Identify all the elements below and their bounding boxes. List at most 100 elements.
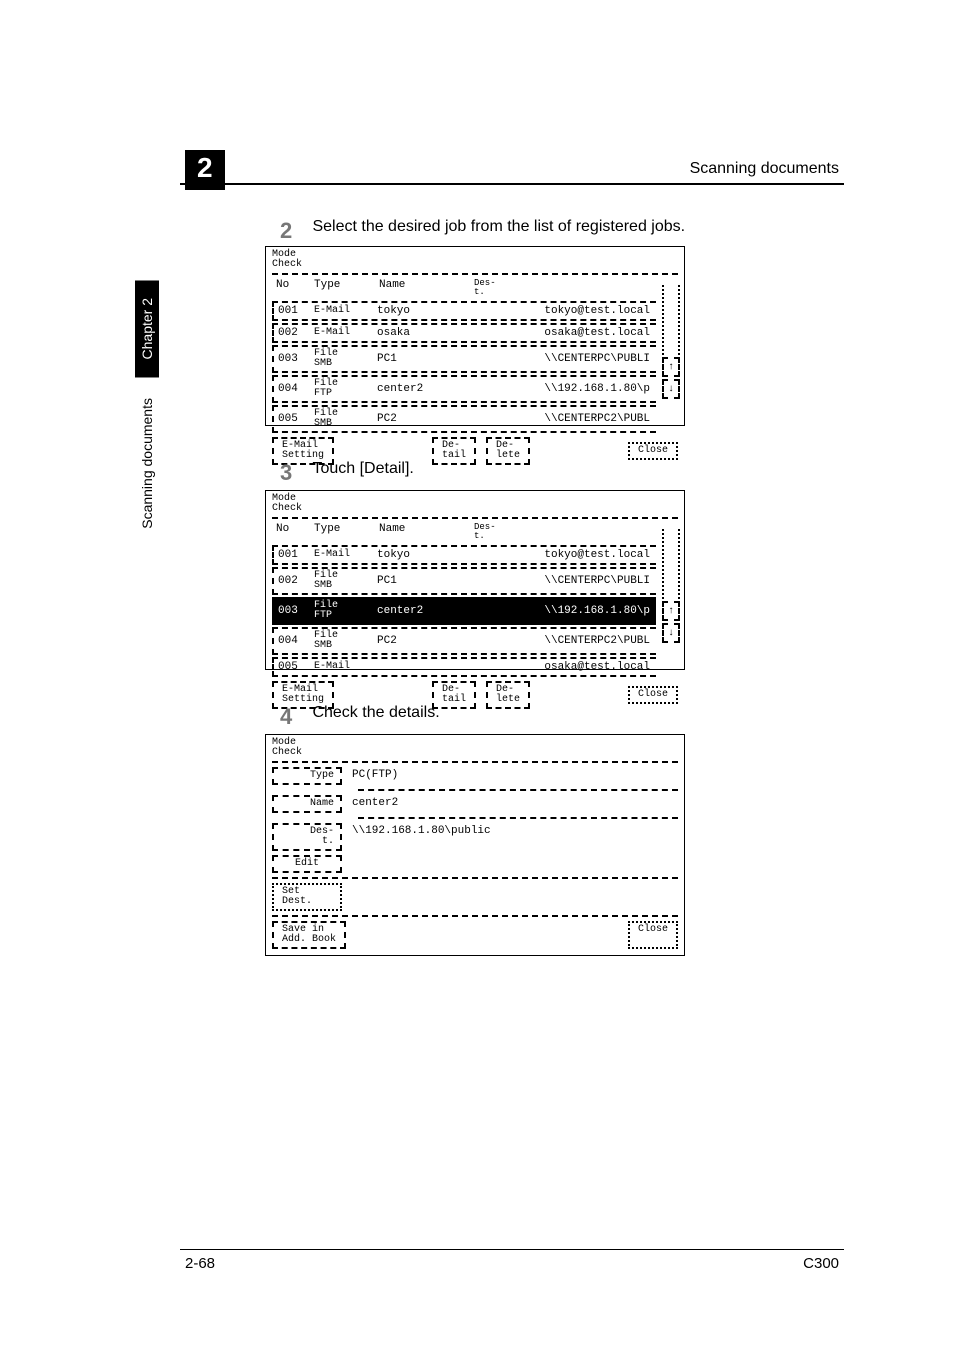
- cell-name: tokyo: [373, 547, 466, 563]
- scroll-up-button[interactable]: ↑: [662, 601, 680, 621]
- table-row[interactable]: 001E-Mailtokyotokyo@test.local: [272, 301, 656, 321]
- cell-type: E-Mail: [310, 304, 373, 318]
- table-row[interactable]: 002E-Mailosakaosaka@test.local: [272, 323, 656, 343]
- cell-type: E-Mail: [310, 660, 373, 674]
- table-row[interactable]: 002File SMBPC1\\CENTERPC\PUBLI: [272, 567, 656, 595]
- close-button[interactable]: Close: [628, 921, 678, 949]
- footer-rule: [180, 1249, 844, 1250]
- field-name-label: Name: [272, 795, 342, 813]
- scroll-track: [662, 529, 680, 599]
- table-row[interactable]: 001E-Mailtokyotokyo@test.local: [272, 545, 656, 565]
- panel-2-title: Mode Check: [266, 491, 684, 515]
- cell-type: File FTP: [310, 377, 373, 401]
- table-row[interactable]: 004File FTPcenter2\\192.168.1.80\p: [272, 375, 656, 403]
- cell-no: 001: [274, 303, 310, 319]
- step-2-text: Select the desired job from the list of …: [312, 218, 685, 236]
- scroll-down-button[interactable]: ↓: [662, 379, 680, 399]
- field-dest-label: Des- t.: [272, 823, 342, 851]
- cell-dest: \\192.168.1.80\p: [466, 603, 656, 619]
- divider: [272, 877, 678, 879]
- col-name: Name: [375, 521, 470, 543]
- cell-name: tokyo: [373, 303, 466, 319]
- close-button[interactable]: Close: [628, 442, 678, 460]
- table-row[interactable]: 004File SMBPC2\\CENTERPC2\PUBL: [272, 627, 656, 655]
- cell-dest: \\CENTERPC\PUBLI: [466, 573, 656, 589]
- side-chapter-tab: Chapter 2: [135, 280, 159, 377]
- cell-name: center2: [373, 381, 466, 397]
- table-row[interactable]: 005E-Mail osaka@test.local: [272, 657, 656, 677]
- cell-name: PC2: [373, 633, 466, 649]
- col-no: No: [272, 521, 310, 543]
- table-row[interactable]: 003File FTPcenter2\\192.168.1.80\p: [272, 597, 656, 625]
- cell-name: PC1: [373, 573, 466, 589]
- close-button[interactable]: Close: [628, 686, 678, 704]
- cell-name: [373, 665, 466, 669]
- mode-check-panel-1: Mode Check No Type Name Des- t. 001E-Mai…: [265, 246, 685, 426]
- col-type: Type: [310, 521, 375, 543]
- cell-dest: osaka@test.local: [466, 325, 656, 341]
- cell-type: File SMB: [310, 629, 373, 653]
- scroll-track: [662, 285, 680, 355]
- cell-no: 004: [274, 381, 310, 397]
- cell-type: E-Mail: [310, 326, 373, 340]
- col-type: Type: [310, 277, 375, 299]
- cell-name: PC2: [373, 411, 466, 427]
- col-dest: Des- t.: [470, 277, 512, 299]
- cell-no: 005: [274, 411, 310, 427]
- cell-name: osaka: [373, 325, 466, 341]
- cell-no: 003: [274, 351, 310, 367]
- set-dest-button[interactable]: Set Dest.: [272, 883, 342, 911]
- col-dest: Des- t.: [470, 521, 512, 543]
- cell-no: 004: [274, 633, 310, 649]
- field-dest-value: \\192.168.1.80\public: [348, 823, 678, 839]
- step-2-number: 2: [280, 218, 308, 244]
- field-type-value: PC(FTP): [348, 767, 678, 783]
- field-type-label: Type: [272, 767, 342, 785]
- cell-dest: \\CENTERPC2\PUBL: [466, 411, 656, 427]
- col-name: Name: [375, 277, 470, 299]
- step-4-text: Check the details.: [312, 704, 439, 722]
- step-3-text: Touch [Detail].: [312, 460, 413, 478]
- cell-dest: tokyo@test.local: [466, 547, 656, 563]
- cell-type: File SMB: [310, 347, 373, 371]
- cell-no: 003: [274, 603, 310, 619]
- step-4-number: 4: [280, 704, 308, 730]
- cell-type: File SMB: [310, 407, 373, 431]
- header-rule: [180, 183, 844, 185]
- divider: [272, 273, 678, 275]
- table-row[interactable]: 005File SMBPC2\\CENTERPC2\PUBL: [272, 405, 656, 433]
- page-number: 2-68: [185, 1255, 215, 1272]
- cell-dest: \\192.168.1.80\p: [466, 381, 656, 397]
- cell-no: 005: [274, 659, 310, 675]
- cell-dest: \\CENTERPC\PUBLI: [466, 351, 656, 367]
- divider: [272, 761, 678, 763]
- cell-type: E-Mail: [310, 548, 373, 562]
- edit-button[interactable]: Edit: [272, 855, 342, 873]
- mode-check-panel-2: Mode Check No Type Name Des- t. 001E-Mai…: [265, 490, 685, 670]
- field-name-value: center2: [348, 795, 678, 811]
- save-addbook-button[interactable]: Save in Add. Book: [272, 921, 346, 949]
- divider: [272, 915, 678, 917]
- running-title: Scanning documents: [690, 160, 839, 178]
- cell-name: PC1: [373, 351, 466, 367]
- step-3-number: 3: [280, 460, 308, 486]
- cell-no: 002: [274, 573, 310, 589]
- divider: [272, 517, 678, 519]
- table-row[interactable]: 003File SMBPC1\\CENTERPC\PUBLI: [272, 345, 656, 373]
- divider: [358, 789, 678, 791]
- cell-type: File FTP: [310, 599, 373, 623]
- cell-no: 001: [274, 547, 310, 563]
- scroll-down-button[interactable]: ↓: [662, 623, 680, 643]
- model-name: C300: [803, 1255, 839, 1272]
- cell-no: 002: [274, 325, 310, 341]
- cell-dest: \\CENTERPC2\PUBL: [466, 633, 656, 649]
- panel-3-title: Mode Check: [266, 735, 684, 759]
- cell-dest: tokyo@test.local: [466, 303, 656, 319]
- side-section-caption: Scanning documents: [135, 380, 159, 547]
- cell-name: center2: [373, 603, 466, 619]
- mode-check-detail-panel: Mode Check Type PC(FTP) Name center2 Des…: [265, 734, 685, 956]
- panel-1-title: Mode Check: [266, 247, 684, 271]
- scroll-up-button[interactable]: ↑: [662, 357, 680, 377]
- cell-dest: osaka@test.local: [466, 659, 656, 675]
- col-no: No: [272, 277, 310, 299]
